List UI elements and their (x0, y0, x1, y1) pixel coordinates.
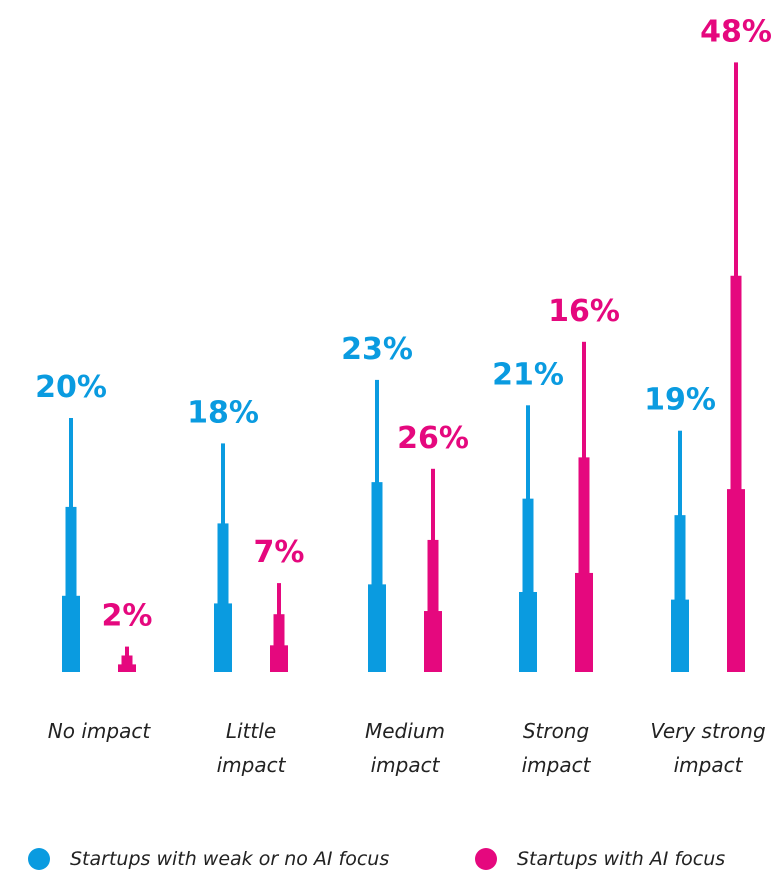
value-label-s1-c0: 2% (102, 599, 153, 634)
legend-item-ai-focus: Startups with AI focus (475, 842, 725, 876)
category-label-4: Very strong impact (633, 714, 773, 782)
value-label-s0-c1: 18% (187, 395, 259, 430)
value-label-s0-c2: 23% (341, 332, 413, 367)
bar-mid-s0-c0 (65, 506, 77, 672)
category-label-3: Strong impact (481, 714, 631, 782)
bar-s1-c4 (727, 489, 745, 672)
legend-item-weak-ai: Startups with weak or no AI focus (28, 842, 389, 876)
bar-s1-c0 (118, 664, 136, 672)
bar-s1-c1 (270, 645, 288, 672)
bar-mid-s0-c4 (674, 515, 686, 672)
bar-mid-s0-c1 (217, 523, 229, 672)
category-label-line: No impact (47, 719, 151, 743)
bar-s0-c3 (519, 591, 537, 672)
legend-dot-weak-ai (28, 848, 50, 870)
category-label-line: impact (521, 753, 591, 777)
value-label-s1-c2: 26% (397, 421, 469, 456)
bar-mid-s1-c1 (273, 614, 285, 672)
value-label-s1-c1: 7% (254, 535, 305, 570)
category-label-line: Little (225, 719, 277, 743)
bar-s1-c3 (575, 572, 593, 672)
bar-mid-s1-c2 (427, 539, 439, 672)
category-label-line: Medium (365, 719, 445, 743)
category-label-0: No impact (24, 714, 174, 748)
bar-s0-c0 (62, 595, 80, 672)
category-label-line: impact (370, 753, 440, 777)
value-label-s0-c0: 20% (35, 370, 107, 405)
legend-label-weak-ai: Startups with weak or no AI focus (70, 848, 390, 870)
category-label-line: impact (216, 753, 286, 777)
category-label-2: Medium impact (330, 714, 480, 782)
legend-dot-ai-focus (475, 848, 497, 870)
category-label-line: impact (673, 753, 743, 777)
value-label-s1-c3: 16% (548, 294, 620, 329)
category-label-line: Very strong (650, 719, 766, 743)
bar-s0-c2 (368, 584, 386, 672)
bar-mid-s1-c0 (121, 655, 133, 672)
value-label-s0-c3: 21% (492, 357, 564, 392)
bar-mid-s0-c2 (371, 482, 383, 672)
legend-label-ai-focus: Startups with AI focus (517, 848, 726, 870)
value-label-s1-c4: 48% (700, 14, 772, 49)
bar-s0-c4 (671, 599, 689, 672)
bar-mid-s1-c4 (730, 275, 742, 672)
bar-mid-s0-c3 (522, 498, 534, 672)
bar-mid-s1-c3 (578, 457, 590, 672)
category-label-line: Strong (522, 719, 590, 743)
bar-s0-c1 (214, 603, 232, 672)
value-label-s0-c4: 19% (644, 383, 716, 418)
bar-s1-c2 (424, 611, 442, 672)
category-label-1: Little impact (176, 714, 326, 782)
